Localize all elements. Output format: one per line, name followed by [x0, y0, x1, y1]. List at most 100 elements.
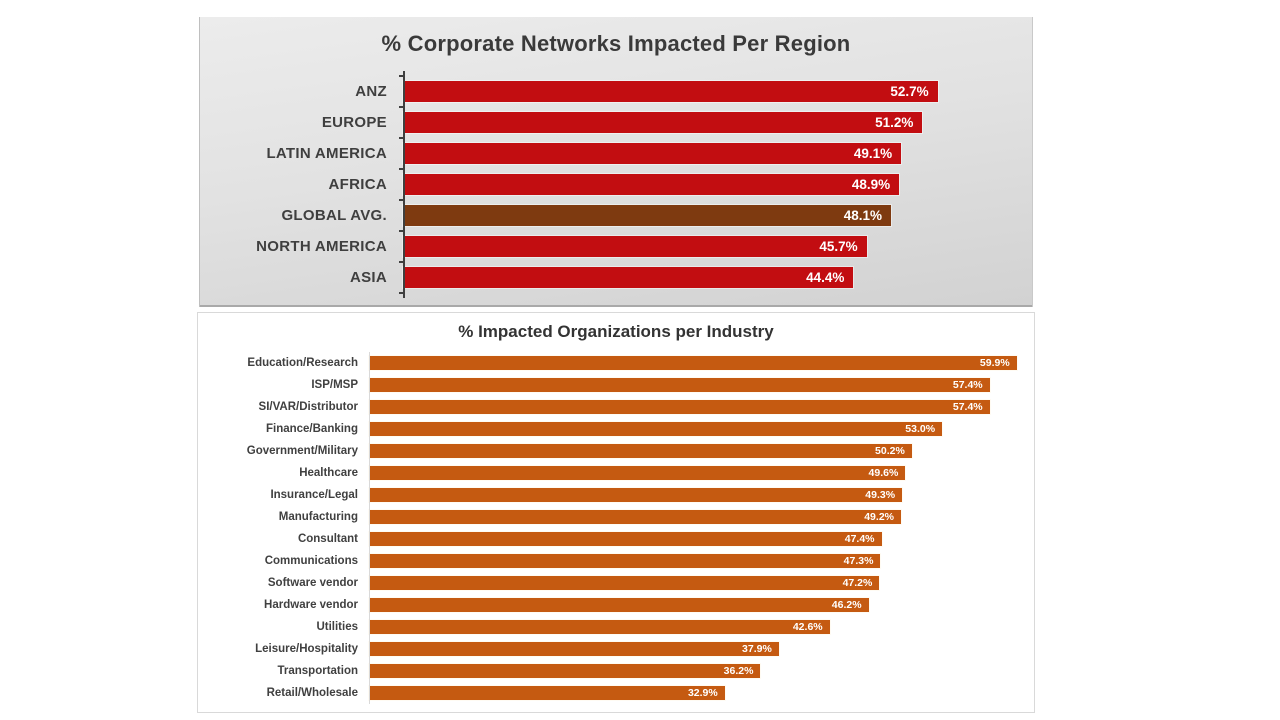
plot-area: 57.4%	[369, 396, 1034, 418]
axis-tick	[399, 230, 403, 232]
plot-area: 36.2%	[369, 660, 1034, 682]
value-label: 46.2%	[831, 599, 862, 611]
category-label: Transportation	[277, 665, 358, 677]
axis-tick	[399, 261, 403, 263]
value-label: 48.1%	[843, 208, 882, 223]
value-label: 49.1%	[853, 146, 893, 161]
bar-row: Education/Research 59.9%	[198, 352, 1034, 374]
value-label: 37.9%	[742, 643, 772, 655]
bar: 57.4%	[369, 400, 990, 414]
bar: 42.6%	[369, 620, 830, 634]
plot-area: 52.7%	[403, 76, 1032, 107]
bar: 37.9%	[369, 642, 779, 656]
bar: 47.2%	[369, 576, 880, 590]
category-label: Communications	[264, 555, 358, 567]
plot-area: 47.4%	[369, 528, 1034, 550]
category-label: Retail/Wholesale	[266, 687, 358, 699]
plot-area: 49.2%	[369, 506, 1034, 528]
plot-area: 48.1%	[403, 200, 1032, 231]
bar-row: Software vendor 47.2%	[198, 572, 1034, 594]
bar-row: GLOBAL AVG. 48.1%	[200, 200, 1032, 231]
bar-row: Consultant 47.4%	[198, 528, 1034, 550]
region-chart-title: % Corporate Networks Impacted Per Region	[381, 31, 851, 56]
plot-area: 57.4%	[369, 374, 1034, 396]
industry-chart-title: % Impacted Organizations per Industry	[458, 322, 774, 341]
category-label: Government/Military	[246, 445, 358, 457]
value-label: 32.9%	[687, 687, 718, 699]
bar-row: Government/Military 50.2%	[198, 440, 1034, 462]
plot-area: 49.6%	[369, 462, 1034, 484]
bar-row: Leisure/Hospitality 37.9%	[198, 638, 1034, 660]
bar-row: Manufacturing 49.2%	[198, 506, 1034, 528]
category-label: LATIN AMERICA	[266, 145, 387, 162]
bar-row: SI/VAR/Distributor 57.4%	[198, 396, 1034, 418]
category-label: NORTH AMERICA	[256, 238, 387, 255]
category-label: ANZ	[355, 83, 387, 100]
axis-tick	[399, 199, 403, 201]
plot-area: 59.9%	[369, 352, 1034, 374]
plot-area: 47.3%	[369, 550, 1034, 572]
plot-area: 48.9%	[403, 169, 1032, 200]
bar-row: Retail/Wholesale 32.9%	[198, 682, 1034, 704]
plot-area: 49.3%	[369, 484, 1034, 506]
category-label: Insurance/Legal	[270, 489, 358, 501]
category-label: Utilities	[316, 621, 358, 633]
bar-row: AFRICA 48.9%	[200, 169, 1032, 200]
plot-area: 37.9%	[369, 638, 1034, 660]
value-label: 36.2%	[723, 665, 754, 677]
axis-tick	[399, 168, 403, 170]
bar: 47.3%	[369, 554, 881, 568]
plot-area: 46.2%	[369, 594, 1034, 616]
value-label: 42.6%	[792, 621, 823, 633]
value-label: 51.2%	[875, 115, 914, 130]
axis-tick	[399, 75, 403, 77]
category-label: Finance/Banking	[265, 423, 358, 435]
category-label: Hardware vendor	[264, 599, 358, 611]
plot-area: 42.6%	[369, 616, 1034, 638]
plot-area: 44.4%	[403, 262, 1032, 293]
category-axis-line	[403, 71, 405, 298]
value-label: 52.7%	[890, 84, 929, 99]
value-label: 50.2%	[875, 445, 905, 457]
bar: 48.1%	[403, 205, 891, 226]
bar: 36.2%	[369, 664, 761, 678]
bar: 46.2%	[369, 598, 869, 612]
bar: 49.3%	[369, 488, 903, 502]
bar: 44.4%	[403, 267, 854, 288]
plot-area: 51.2%	[403, 107, 1032, 138]
value-label: 59.9%	[979, 357, 1010, 369]
axis-tick	[399, 292, 403, 294]
bar-row: Healthcare 49.6%	[198, 462, 1034, 484]
value-label: 57.4%	[952, 401, 983, 413]
bar: 32.9%	[369, 686, 725, 700]
category-label: Healthcare	[299, 467, 358, 479]
bar-row: Utilities 42.6%	[198, 616, 1034, 638]
plot-area: 53.0%	[369, 418, 1034, 440]
value-label: 49.3%	[865, 489, 896, 501]
industry-bar-chart: Education/Research 59.9% ISP/MSP 57.4% SI/VA…	[198, 352, 1034, 704]
category-axis-line	[369, 352, 370, 704]
bar-row: Insurance/Legal 49.3%	[198, 484, 1034, 506]
category-label: Software vendor	[267, 577, 358, 589]
plot-area: 45.7%	[403, 231, 1032, 262]
value-label: 57.4%	[952, 379, 983, 391]
category-label: Education/Research	[247, 357, 358, 369]
category-label: ASIA	[349, 269, 387, 286]
bar: 50.2%	[369, 444, 912, 458]
plot-area: 50.2%	[369, 440, 1034, 462]
value-label: 47.3%	[843, 555, 874, 567]
plot-area: 32.9%	[369, 682, 1034, 704]
bar-row: EUROPE 51.2%	[200, 107, 1032, 138]
bar: 59.9%	[369, 356, 1017, 370]
bar-row: Transportation 36.2%	[198, 660, 1034, 682]
bar: 49.1%	[403, 143, 902, 164]
bar-row: ISP/MSP 57.4%	[198, 374, 1034, 396]
bar-row: Communications 47.3%	[198, 550, 1034, 572]
category-label: SI/VAR/Distributor	[258, 401, 358, 413]
bar-row: LATIN AMERICA 49.1%	[200, 138, 1032, 169]
bar-row: Hardware vendor 46.2%	[198, 594, 1034, 616]
bar: 45.7%	[403, 236, 867, 257]
category-label: EUROPE	[321, 114, 387, 131]
value-label: 47.4%	[844, 533, 875, 545]
value-label: 45.7%	[819, 239, 858, 254]
